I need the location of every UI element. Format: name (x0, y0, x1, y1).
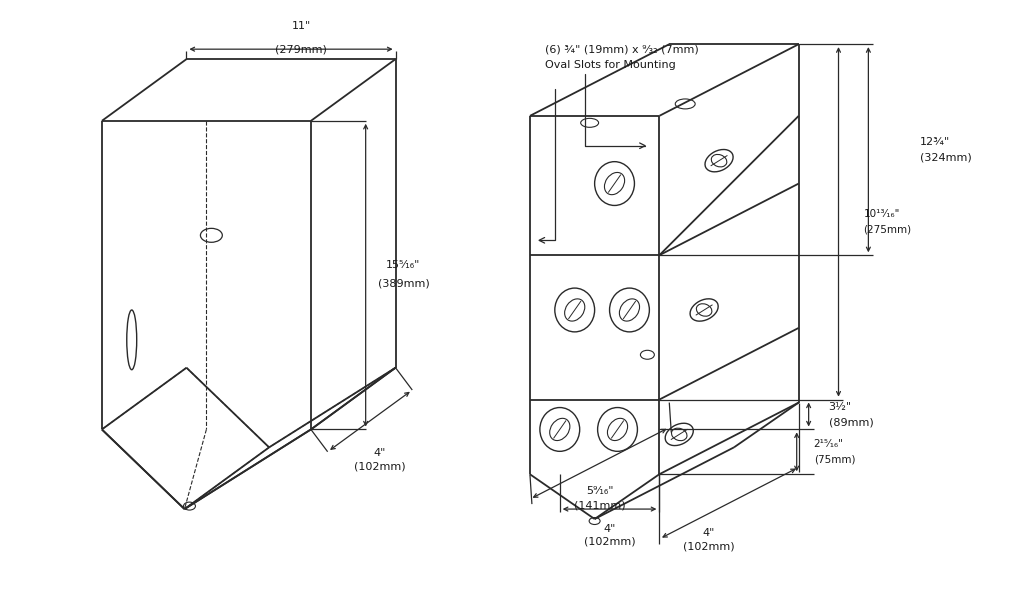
Text: 5⁹⁄₁₆": 5⁹⁄₁₆" (586, 486, 613, 496)
Text: 10¹³⁄₁₆": 10¹³⁄₁₆" (863, 209, 900, 219)
Text: (75mm): (75mm) (814, 455, 855, 465)
Text: (141mm): (141mm) (574, 500, 625, 510)
Text: Oval Slots for Mounting: Oval Slots for Mounting (545, 60, 675, 70)
Text: 4": 4" (374, 448, 386, 458)
Text: 11": 11" (291, 21, 311, 31)
Text: (102mm): (102mm) (354, 461, 406, 472)
Text: 2¹⁵⁄₁₆": 2¹⁵⁄₁₆" (814, 439, 844, 449)
Text: 3½": 3½" (828, 401, 852, 411)
Text: (102mm): (102mm) (684, 542, 735, 552)
Text: 4": 4" (703, 528, 715, 538)
Text: (324mm): (324mm) (920, 152, 972, 163)
Text: (6) ¾" (19mm) x ⁹⁄₃₂ (7mm): (6) ¾" (19mm) x ⁹⁄₃₂ (7mm) (545, 44, 699, 54)
Text: (389mm): (389mm) (377, 278, 429, 288)
Text: (279mm): (279mm) (275, 44, 327, 54)
Text: (275mm): (275mm) (863, 225, 911, 235)
Text: 15⁵⁄₁₆": 15⁵⁄₁₆" (386, 260, 420, 270)
Text: 4": 4" (604, 524, 616, 534)
Text: (89mm): (89mm) (828, 417, 873, 427)
Text: (102mm): (102mm) (584, 537, 636, 547)
Text: 12¾": 12¾" (920, 136, 950, 147)
